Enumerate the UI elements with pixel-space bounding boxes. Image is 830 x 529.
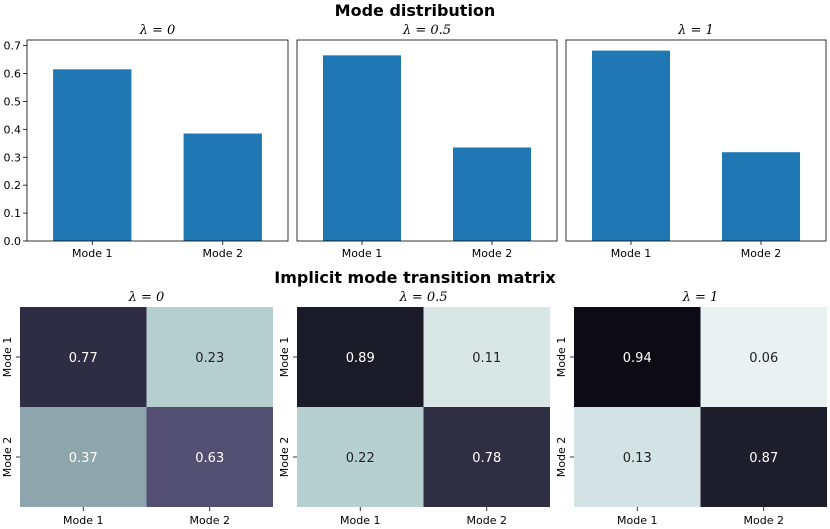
subplot-title: λ = 0.5 — [398, 290, 447, 305]
heatmap-cell — [297, 307, 424, 407]
x-tick-label: Mode 1 — [611, 247, 651, 260]
y-tick-label: 0.3 — [4, 151, 22, 164]
cell-value: 0.11 — [472, 351, 501, 366]
charts-layer: Mode 1 Mode 2 0.0 0.1 0.2 0.3 0.4 0.5 0.6 0.7 λ = … — [1, 23, 827, 527]
x-tick-label: Mode 1 — [617, 514, 657, 527]
heatmap-2: 0.89 0.11 0.22 0.78 Mode 1 Mode 2 Mode 1 Mode 2… — [278, 290, 550, 527]
heatmap-1: 0.77 0.23 0.37 0.63 Mode 1 Mode 2 Mode 1 Mode 2… — [1, 290, 273, 527]
bar-chart-2: Mode 1 Mode 2 λ = 0.5 — [296, 23, 558, 260]
cell-value: 0.77 — [69, 351, 98, 366]
heatmap-cell — [700, 307, 827, 407]
cell-value: 0.23 — [195, 351, 224, 366]
heatmap-cell — [574, 307, 701, 407]
x-tick-label: Mode 1 — [63, 514, 103, 527]
y-tick-label: 0.4 — [4, 123, 22, 136]
subplot-title: λ = 0 — [139, 23, 176, 38]
y-tick-label: 0.2 — [4, 179, 22, 192]
heatmap-3: 0.94 0.06 0.13 0.87 Mode 1 Mode 2 Mode 1 Mode 2… — [555, 290, 827, 527]
cell-value: 0.89 — [346, 351, 375, 366]
x-tick-label: Mode 2 — [190, 514, 230, 527]
subplot-title: λ = 0.5 — [402, 23, 451, 38]
cell-value: 0.22 — [346, 451, 375, 466]
axes-frame — [26, 39, 289, 242]
cell-value: 0.78 — [472, 451, 501, 466]
bar-mode-2 — [722, 152, 800, 241]
y-tick-label: Mode 1 — [555, 337, 568, 377]
y-tick-label: Mode 1 — [278, 337, 291, 377]
cell-value: 0.06 — [749, 351, 778, 366]
axes-frame — [296, 39, 558, 242]
heatmap-cell — [20, 407, 147, 507]
cell-value: 0.13 — [623, 451, 652, 466]
heatmap-section-title: Implicit mode transition matrix — [274, 268, 556, 287]
y-tick-label: Mode 2 — [555, 437, 568, 477]
cell-value: 0.94 — [623, 351, 652, 366]
subplot-title: λ = 1 — [677, 23, 714, 38]
x-tick-label: Mode 2 — [203, 247, 243, 260]
heatmap-cell — [297, 407, 424, 507]
bar-mode-1 — [53, 69, 132, 241]
x-tick-label: Mode 1 — [340, 514, 380, 527]
y-tick-label: 0.1 — [4, 207, 22, 220]
x-tick-label: Mode 1 — [72, 247, 112, 260]
y-tick-label: 0.5 — [4, 95, 22, 108]
x-tick-label: Mode 2 — [472, 247, 512, 260]
bar-mode-2 — [183, 133, 262, 241]
y-tick-label: 0.6 — [4, 68, 22, 81]
bar-chart-1: Mode 1 Mode 2 0.0 0.1 0.2 0.3 0.4 0.5 0.6 0.7 λ = … — [4, 23, 289, 260]
x-tick-label: Mode 2 — [744, 514, 784, 527]
cell-value: 0.63 — [195, 451, 224, 466]
y-tick-label: 0.7 — [4, 40, 22, 53]
heatmap-cell — [423, 307, 550, 407]
x-tick-label: Mode 2 — [467, 514, 507, 527]
y-tick-label: Mode 2 — [1, 437, 14, 477]
axes-frame — [565, 39, 827, 242]
bar-mode-1 — [592, 50, 670, 241]
y-tick-label: Mode 2 — [278, 437, 291, 477]
x-tick-label: Mode 2 — [741, 247, 781, 260]
heatmap-cell — [146, 407, 273, 507]
heatmap-cell — [574, 407, 701, 507]
subplot-title: λ = 0 — [128, 290, 165, 305]
bar-mode-2 — [453, 147, 531, 241]
subplot-title: λ = 1 — [682, 290, 719, 305]
heatmap-cell — [146, 307, 273, 407]
cell-value: 0.37 — [69, 451, 98, 466]
cell-value: 0.87 — [749, 451, 778, 466]
bar-section-title: Mode distribution — [335, 1, 496, 20]
bar-chart-3: Mode 1 Mode 2 λ = 1 — [565, 23, 827, 260]
x-tick-label: Mode 1 — [342, 247, 382, 260]
bar-mode-1 — [323, 55, 401, 241]
heatmap-cell — [700, 407, 827, 507]
heatmap-cell — [20, 307, 147, 407]
heatmap-cell — [423, 407, 550, 507]
y-tick-label: Mode 1 — [1, 337, 14, 377]
y-tick-label: 0.0 — [4, 235, 22, 248]
